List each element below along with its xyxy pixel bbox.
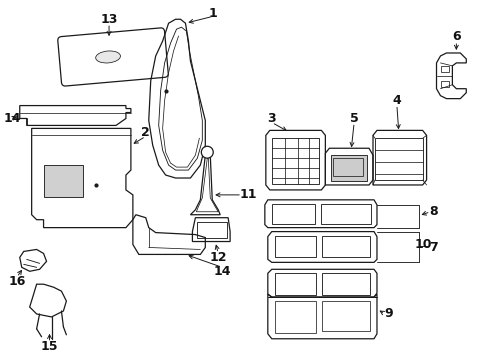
- Polygon shape: [32, 129, 133, 228]
- Text: 14: 14: [3, 112, 21, 125]
- Polygon shape: [20, 249, 47, 271]
- Bar: [272, 138, 319, 184]
- Bar: [441, 81, 449, 87]
- Polygon shape: [20, 105, 131, 125]
- Text: 7: 7: [429, 241, 438, 254]
- Circle shape: [201, 146, 213, 158]
- Text: 11: 11: [239, 188, 257, 201]
- Text: 15: 15: [41, 340, 58, 353]
- Polygon shape: [191, 155, 220, 215]
- Polygon shape: [193, 218, 230, 242]
- Polygon shape: [373, 130, 427, 185]
- Polygon shape: [437, 53, 466, 99]
- Bar: [275, 301, 317, 333]
- Bar: [331, 155, 367, 181]
- Ellipse shape: [96, 51, 121, 63]
- Bar: [272, 204, 316, 224]
- Text: 9: 9: [385, 307, 393, 320]
- Text: 1: 1: [209, 7, 218, 20]
- FancyBboxPatch shape: [58, 28, 168, 86]
- Bar: [441, 66, 449, 72]
- Bar: [375, 138, 422, 180]
- Bar: [322, 301, 370, 331]
- Text: 4: 4: [392, 94, 401, 107]
- Polygon shape: [133, 215, 205, 255]
- Bar: [333, 158, 363, 176]
- Text: 5: 5: [350, 112, 359, 125]
- Text: 10: 10: [415, 238, 432, 251]
- Polygon shape: [268, 269, 377, 297]
- Bar: [275, 273, 317, 295]
- Polygon shape: [30, 284, 66, 317]
- Polygon shape: [265, 200, 377, 228]
- Bar: [44, 165, 83, 197]
- Text: 14: 14: [214, 265, 231, 278]
- Polygon shape: [268, 231, 377, 262]
- Polygon shape: [268, 294, 377, 339]
- Bar: [322, 235, 370, 257]
- Polygon shape: [266, 130, 325, 190]
- Bar: [322, 273, 370, 295]
- Text: 13: 13: [100, 13, 118, 26]
- Text: 2: 2: [142, 126, 150, 139]
- Text: 3: 3: [268, 112, 276, 125]
- Polygon shape: [325, 148, 373, 185]
- Text: 8: 8: [429, 205, 438, 218]
- Polygon shape: [149, 19, 205, 178]
- Text: 12: 12: [209, 251, 227, 264]
- Text: 16: 16: [8, 275, 25, 288]
- Text: 6: 6: [452, 30, 461, 42]
- Bar: [321, 204, 371, 224]
- Bar: [275, 235, 317, 257]
- Bar: [197, 222, 227, 238]
